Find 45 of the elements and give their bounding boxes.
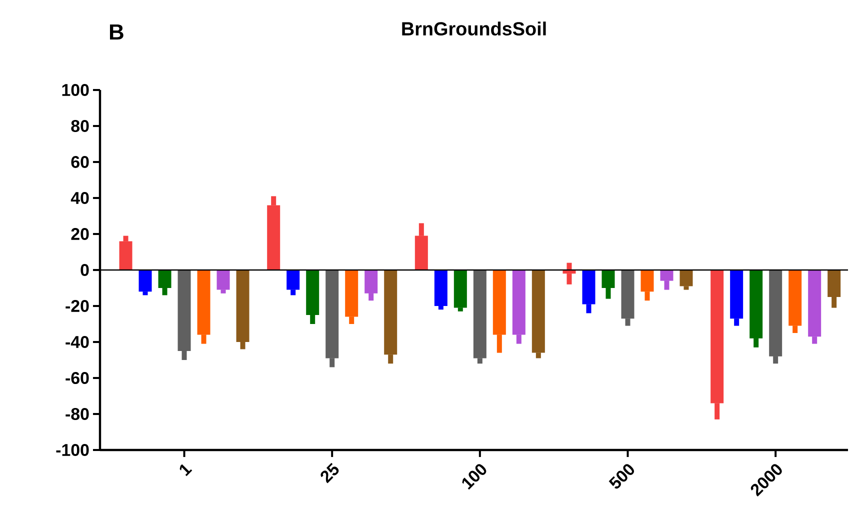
bar <box>119 241 132 270</box>
y-tick-label: 60 <box>71 156 89 168</box>
bar <box>750 270 763 338</box>
bar <box>434 270 448 306</box>
bar <box>236 270 250 342</box>
bar <box>680 270 693 286</box>
y-tick-label: -100 <box>56 444 89 456</box>
bar <box>473 270 486 358</box>
y-tick-label: 20 <box>71 228 89 240</box>
bar <box>710 270 724 404</box>
y-tick-label: 40 <box>70 192 89 204</box>
bar <box>769 270 782 356</box>
bar <box>808 270 822 337</box>
y-tick-label: -20 <box>66 300 89 312</box>
y-tick-label: -40 <box>66 336 89 348</box>
bar <box>286 270 300 290</box>
bar <box>345 270 358 317</box>
y-tick-label: -60 <box>66 372 89 384</box>
bar <box>788 270 802 326</box>
bar <box>138 270 152 292</box>
y-tick-label: 0 <box>80 264 89 276</box>
chart-title: BrnGroundsSoil <box>402 22 546 36</box>
y-tick-label: -80 <box>66 408 89 420</box>
bar <box>582 270 596 304</box>
x-tick-label: 1 <box>180 464 192 476</box>
y-tick-label: 100 <box>62 84 89 96</box>
x-tick-label: 500 <box>608 464 634 489</box>
x-tick-label: 25 <box>320 462 339 484</box>
text: B <box>110 24 124 40</box>
bar <box>532 270 545 353</box>
bar <box>326 270 339 358</box>
bar <box>512 270 526 335</box>
bar <box>178 270 191 351</box>
bar <box>197 270 210 335</box>
bar <box>454 270 467 308</box>
bar <box>384 270 398 355</box>
bar <box>621 270 634 319</box>
bar <box>267 205 280 270</box>
x-tick-label: 100 <box>462 464 486 490</box>
bar <box>730 270 744 319</box>
bar <box>364 270 378 294</box>
bar <box>492 270 506 335</box>
y-tick-label: 80 <box>71 120 89 132</box>
bar <box>306 270 320 315</box>
bar <box>216 270 230 290</box>
